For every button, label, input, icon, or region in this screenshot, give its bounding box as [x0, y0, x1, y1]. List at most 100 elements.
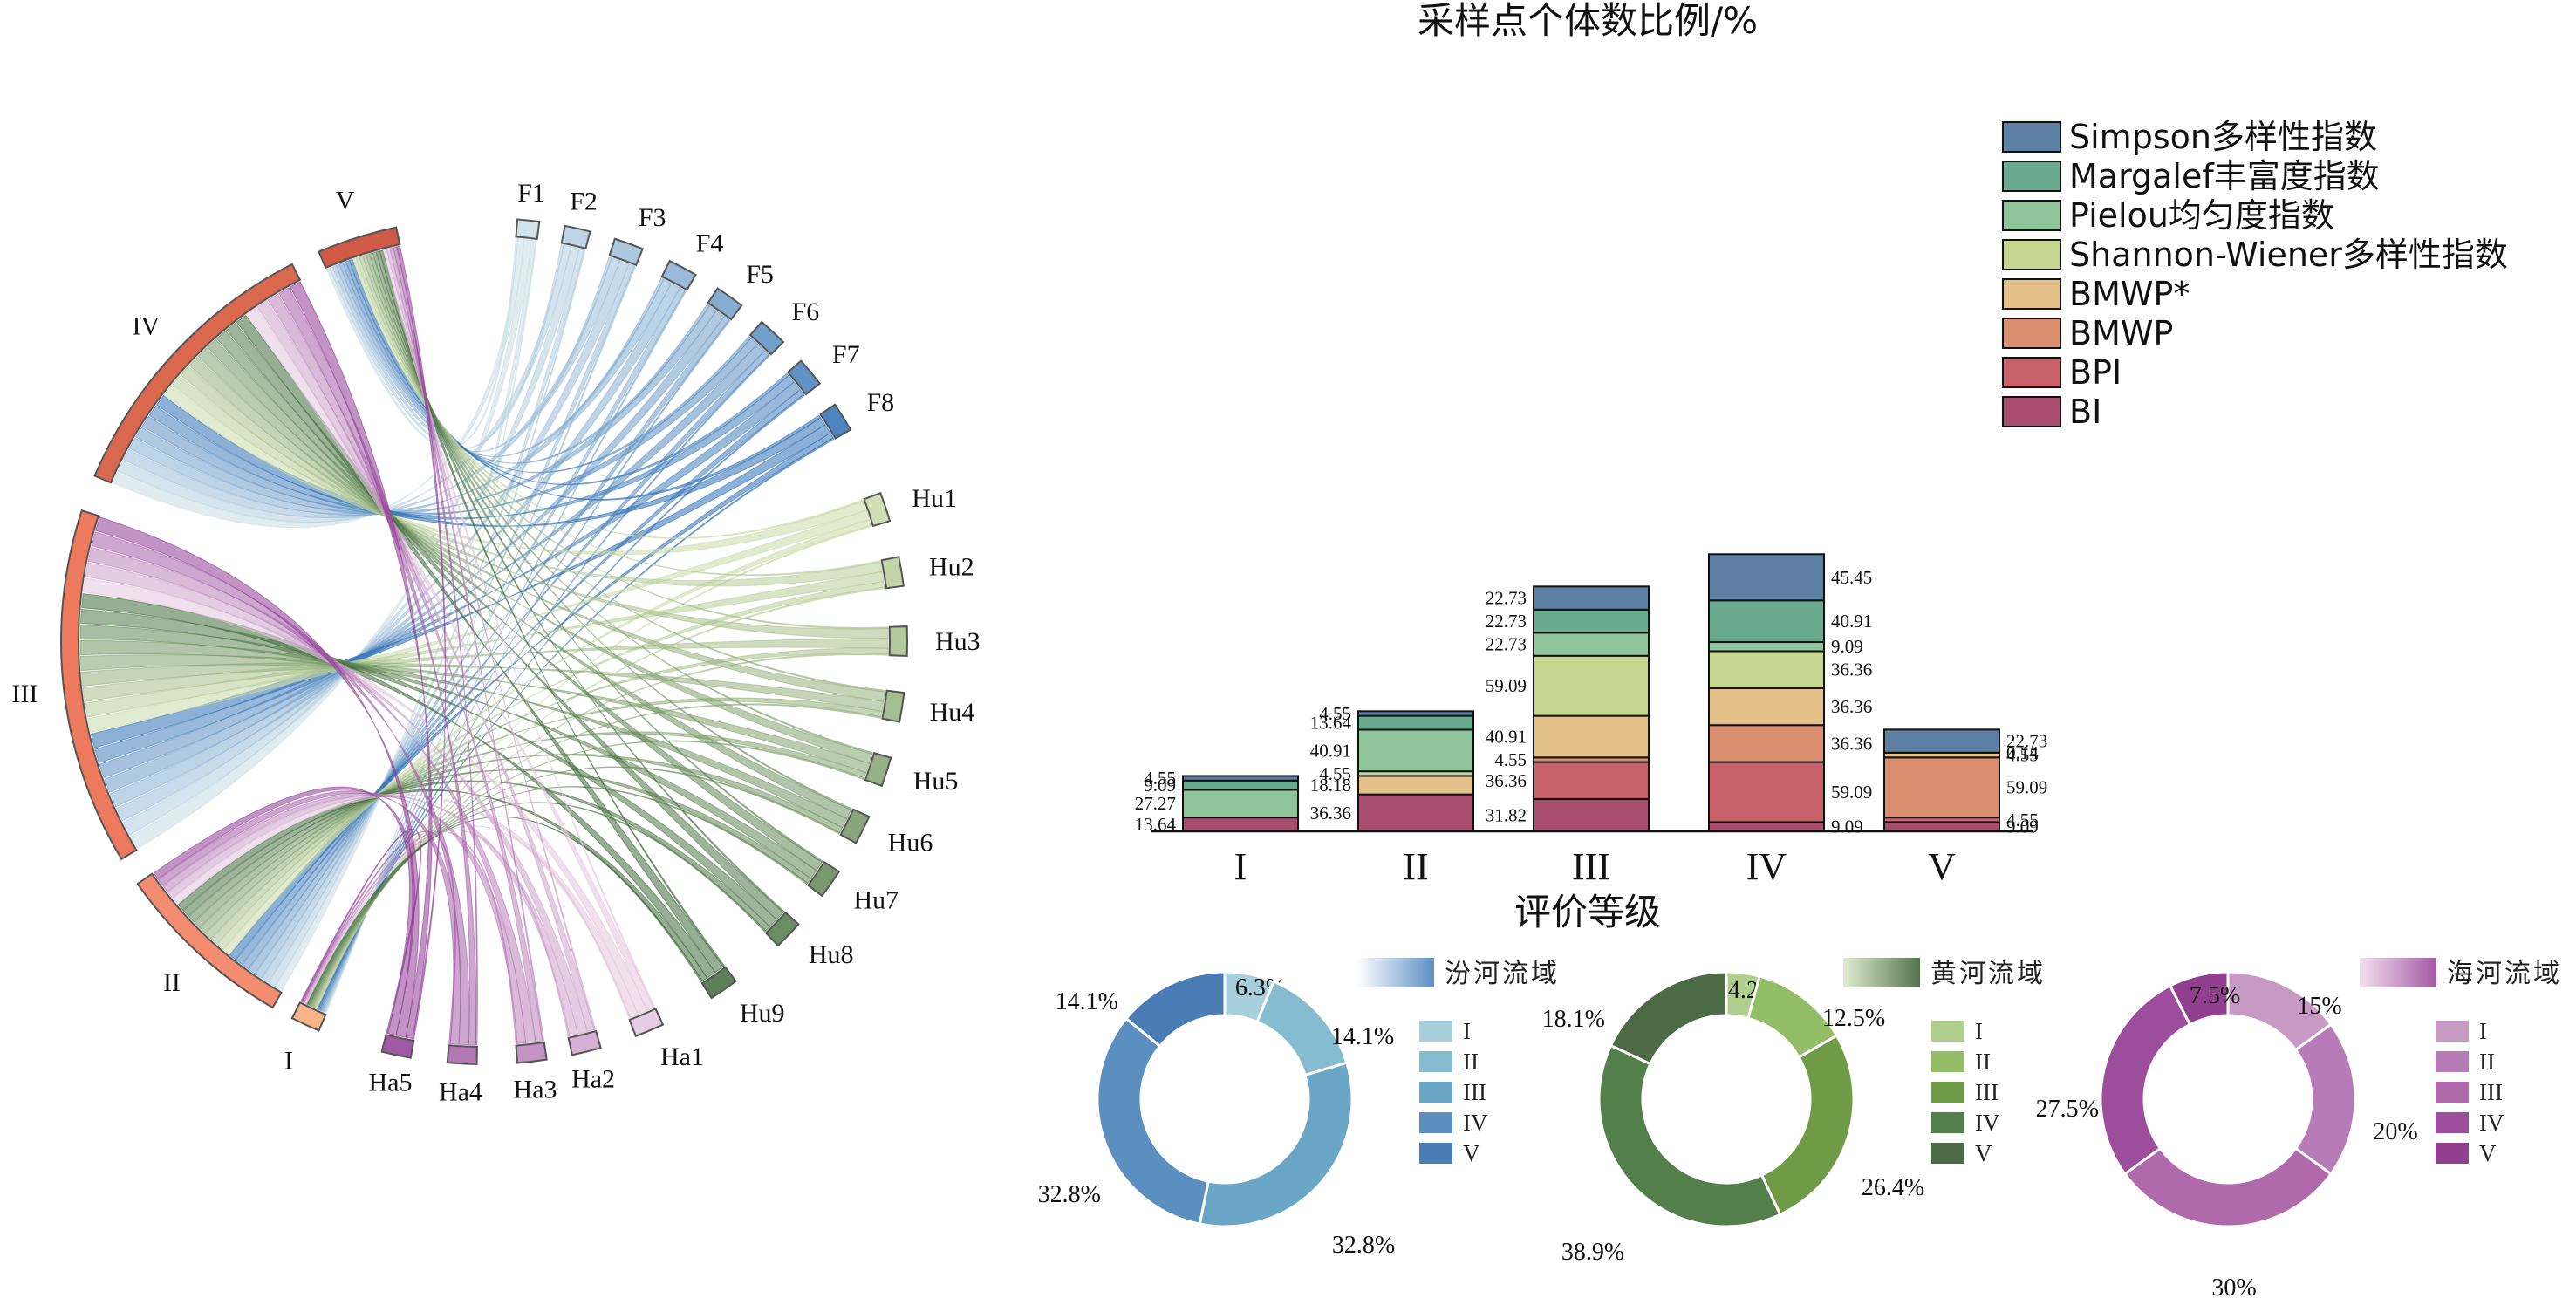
donut-legend-label: II	[1463, 1049, 1479, 1075]
donut-legend-swatch	[1931, 1143, 1964, 1164]
bar-iv-bmwp-	[1708, 687, 1825, 727]
x-tick-v: V	[1928, 845, 1956, 888]
donut-slice-ii	[2293, 1022, 2357, 1176]
donut-slice-iii	[1198, 1061, 1354, 1228]
chord-ribbon	[90, 424, 831, 748]
chord-label-ha4: Ha4	[439, 1077, 482, 1106]
chord-ribbon	[104, 310, 726, 793]
bar-value-label: 59.09	[1486, 675, 1527, 696]
chord-arc-f5	[707, 287, 743, 321]
chord-label-f2: F2	[570, 188, 598, 216]
bar-value-label: 4.55	[1144, 768, 1176, 789]
donut-title: 汾河流域	[1445, 959, 1560, 989]
donut-legend-swatch	[1931, 1082, 1964, 1103]
donut-legend-label: II	[2479, 1049, 2495, 1075]
chord-label-ha1: Ha1	[660, 1042, 704, 1071]
bar-i-margalef-	[1182, 779, 1299, 791]
chord-label-hu8: Hu8	[809, 940, 854, 969]
donut-legend-swatch	[2436, 1082, 2469, 1103]
chord-ribbon	[82, 577, 648, 1015]
bar-iii-bmwp-	[1533, 714, 1650, 759]
stacked-bar-chart: 采样点个体数比例/% 13.6427.279.094.5536.3618.184…	[1135, 0, 2508, 933]
chord-label-hu9: Hu9	[740, 999, 785, 1028]
donut-slice-label: 18.1%	[1542, 1006, 1605, 1033]
donut-legend-label: IV	[1975, 1110, 2000, 1136]
legend-swatch	[2002, 318, 2061, 349]
bar-value-label: 36.36	[1831, 696, 1872, 717]
chord-label-grade-iv: IV	[133, 312, 161, 341]
chord-ribbon	[148, 374, 795, 520]
bar-iii-simpson-	[1533, 585, 1650, 611]
donut-slice-iv	[1597, 1043, 1782, 1228]
chord-ribbon	[225, 322, 784, 920]
legend-label: BPI	[2069, 353, 2122, 392]
chord-label-f4: F4	[696, 229, 724, 258]
chord-ribbon	[278, 287, 477, 1046]
bar-segments	[1182, 553, 2000, 833]
chord-arc-f7	[786, 359, 822, 396]
bar-i-bi	[1182, 817, 1299, 832]
donut-slice-iv	[1096, 1016, 1210, 1226]
chord-arc-hu7	[806, 860, 841, 898]
bar-ii-bi	[1357, 793, 1474, 833]
chord-arc-ha2	[567, 1029, 602, 1056]
donut-slice-iii	[2122, 1146, 2333, 1228]
chord-arc-ha5	[380, 1033, 415, 1059]
chord-ribbon	[215, 330, 823, 871]
chord-arcs	[60, 218, 908, 1065]
legend-label: Shannon-Wiener多样性指数	[2069, 236, 2508, 274]
chord-ribbon	[157, 790, 461, 1045]
chord-arc-f3	[608, 237, 644, 267]
legend-label: Simpson多样性指数	[2069, 118, 2377, 156]
chord-ribbon	[300, 828, 422, 1035]
bar-iv-bmwp	[1708, 724, 1825, 763]
donut-slice-label: 32.8%	[1332, 1232, 1395, 1259]
bar-value-label: 9.09	[1144, 775, 1176, 796]
legend-label: Margalef丰富度指数	[2069, 157, 2380, 195]
bar-ii-bmwp-	[1357, 775, 1474, 796]
chord-label-ha2: Ha2	[571, 1065, 615, 1094]
bar-iii-shannon-wiener-	[1533, 654, 1650, 717]
bar-chart-title: 采样点个体数比例/%	[1418, 0, 1758, 42]
bar-value-label: 36.36	[1486, 770, 1527, 791]
x-axis-ticks: I II III IV V	[1234, 845, 1956, 888]
chord-ribbon	[117, 244, 572, 523]
chord-ribbon	[197, 347, 873, 764]
bar-value-label: 40.91	[1831, 611, 1872, 632]
legend-label: BI	[2069, 393, 2101, 431]
donut-legend-swatch	[2436, 1051, 2469, 1072]
chord-arc-grade-i	[290, 1001, 327, 1032]
chord-ribbon	[141, 337, 759, 516]
bar-iii-bpi	[1533, 761, 1650, 800]
legend-label: BMWP	[2069, 314, 2173, 352]
bar-value-label: 36.36	[1831, 733, 1872, 754]
chord-ribbon	[79, 654, 870, 774]
bar-value-label: 9.09	[1831, 636, 1863, 657]
legend-swatch	[2002, 239, 2061, 270]
bar-value-label: 40.91	[1310, 740, 1351, 761]
donut-legend-swatch	[1419, 1143, 1452, 1164]
chord-ribbon	[267, 293, 543, 1042]
chord-ribbon	[84, 571, 885, 718]
bar-value-label: 13.64	[1310, 713, 1352, 734]
bar-iv-margalef-	[1708, 599, 1825, 643]
bar-value-label: 22.73	[1486, 611, 1527, 632]
bar-v-bi	[1883, 821, 2000, 833]
donut-slice-iv	[2099, 983, 2192, 1176]
chord-ribbon	[134, 305, 717, 515]
chord-ribbons	[79, 237, 889, 1046]
chord-label-hu7: Hu7	[854, 886, 899, 915]
chord-ribbon	[171, 374, 883, 587]
bar-value-label: 4.55	[1319, 763, 1351, 784]
chord-label-f8: F8	[866, 388, 894, 417]
chord-ribbon	[396, 245, 447, 1040]
bar-value-label: 4.55	[1494, 749, 1527, 770]
chord-arc-f6	[748, 320, 785, 356]
donut-legend-label: V	[1975, 1140, 1992, 1166]
bar-value-label: 4.55	[1319, 703, 1351, 724]
chord-ribbon	[109, 283, 681, 808]
chord-ribbon	[210, 647, 889, 945]
